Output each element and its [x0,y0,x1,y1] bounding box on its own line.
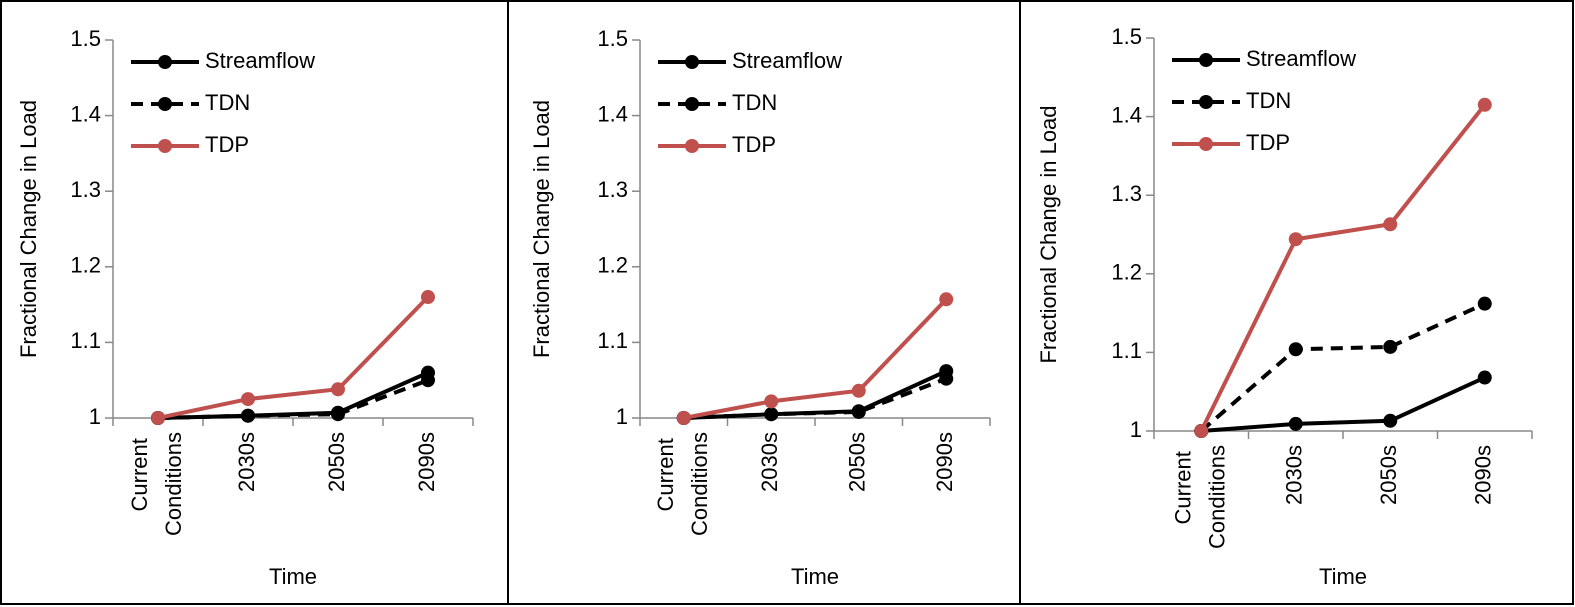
y-axis-title: Fractional Change in Load [1036,105,1061,363]
legend-label: TDP [1246,130,1290,155]
legend-marker [158,139,172,153]
series-line [157,295,430,420]
x-axis-title: Time [791,564,839,589]
data-point [421,373,435,388]
series-line [683,297,948,420]
series-line [1199,103,1487,432]
x-tick-label: 2050s [324,432,349,492]
x-tick-label: Current Conditions [127,432,186,536]
series-line [683,376,947,420]
legend-label: TDN [1246,88,1291,113]
legend-label: TDN [205,90,250,115]
y-tick-label: 1.1 [1111,338,1142,363]
legend-label: TDP [205,132,249,157]
x-tick-label: 2090s [932,432,957,492]
y-tick-label: 1 [89,404,101,429]
x-axis-title: Time [1319,564,1367,589]
data-point [1477,296,1492,311]
data-point [939,292,954,307]
legend-marker [1199,53,1213,67]
data-point [1383,339,1398,354]
y-tick-label: 1.4 [1111,102,1142,127]
data-point [1194,424,1209,438]
legend-marker [1199,137,1213,151]
data-point [1288,342,1303,357]
legend-label: TDP [732,132,776,157]
legend-label: TDN [732,90,777,115]
y-tick-label: 1.4 [70,101,101,126]
y-tick-label: 1.2 [1111,260,1142,285]
data-point [764,394,779,409]
data-point [331,407,345,422]
legend-label: Streamflow [1246,46,1356,71]
y-tick-label: 1.2 [597,253,628,278]
legend-label: Streamflow [205,48,315,73]
y-tick-label: 1.1 [597,328,628,353]
x-tick-label: 2030s [1282,445,1307,505]
x-tick-label: 2030s [757,432,782,492]
data-point [151,411,165,425]
x-tick-label: 2090s [1471,445,1496,505]
y-tick-label: 1.4 [597,101,628,126]
y-tick-label: 1.5 [597,26,628,51]
data-point [1383,217,1398,232]
data-point [764,407,779,422]
data-point [1477,370,1492,385]
data-point [851,383,866,398]
legend-marker [158,97,172,111]
y-tick-label: 1.5 [1111,24,1142,49]
data-point [1383,413,1398,428]
series-line [157,378,429,420]
legend-marker [1199,95,1213,109]
data-point [1288,416,1303,431]
legend-label: Streamflow [732,48,842,73]
y-tick-label: 1 [616,404,628,429]
x-tick-label: Current Conditions [653,432,712,536]
data-point [421,290,435,305]
data-point [851,404,866,419]
data-point [241,392,255,407]
series-line [1199,301,1486,433]
data-point [939,371,954,386]
x-tick-label: 2050s [1376,445,1401,505]
data-point [1288,232,1303,247]
y-tick-label: 1 [1130,417,1142,442]
legend-marker [685,97,699,111]
x-tick-label: Current Conditions [1170,445,1229,549]
legend-marker [158,55,172,69]
y-tick-label: 1.3 [597,177,628,202]
y-tick-label: 1.3 [1111,181,1142,206]
x-tick-label: 2090s [414,432,439,492]
data-point [331,382,345,397]
legend-marker [685,139,699,153]
series-line [1201,375,1486,433]
data-point [1477,97,1492,112]
data-point [676,411,691,425]
data-point [241,408,255,423]
y-axis-title: Fractional Change in Load [529,100,554,358]
y-tick-label: 1.3 [70,177,101,202]
y-tick-label: 1.1 [70,328,101,353]
x-tick-label: 2050s [845,432,870,492]
legend-marker [685,55,699,69]
x-axis-title: Time [269,564,317,589]
x-tick-label: 2030s [234,432,259,492]
y-tick-label: 1.5 [70,26,101,51]
panel-frame [1019,0,1574,605]
y-tick-label: 1.2 [70,253,101,278]
y-axis-title: Fractional Change in Load [16,100,41,358]
